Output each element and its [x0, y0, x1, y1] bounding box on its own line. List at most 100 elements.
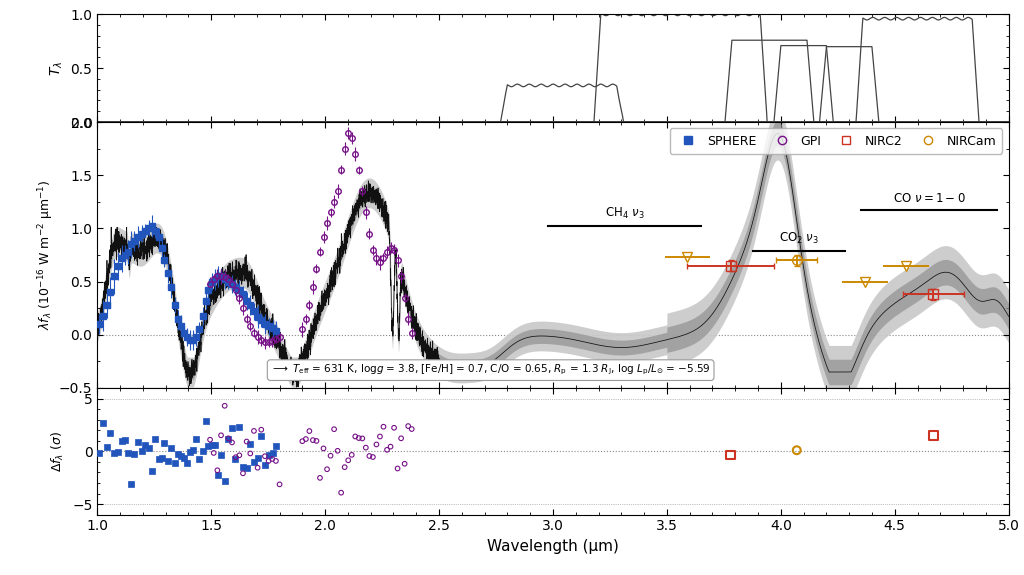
Point — [267, 457, 284, 466]
Point — [213, 431, 229, 440]
Point — [239, 463, 255, 472]
Point — [264, 454, 281, 463]
Point — [202, 435, 218, 444]
Point — [243, 439, 259, 448]
Point — [365, 453, 381, 462]
Point — [372, 432, 388, 441]
Point — [154, 454, 170, 463]
Point — [207, 441, 223, 450]
Point — [184, 445, 201, 454]
Point — [206, 448, 222, 458]
Point — [271, 480, 288, 489]
Point — [160, 457, 176, 466]
Point — [209, 466, 225, 475]
Point — [246, 426, 262, 435]
Point — [268, 442, 285, 451]
Point — [195, 446, 211, 455]
Point — [173, 452, 189, 461]
Point — [375, 422, 391, 431]
Point — [308, 436, 325, 446]
Point — [239, 437, 255, 446]
Point — [257, 460, 273, 469]
Point — [137, 440, 154, 450]
Point — [389, 464, 406, 473]
Point — [220, 435, 237, 444]
Point — [386, 423, 402, 432]
Point — [369, 440, 385, 449]
Point — [143, 466, 160, 476]
Point — [350, 434, 367, 443]
Point — [326, 424, 342, 434]
Point — [379, 445, 395, 454]
Point — [176, 453, 193, 462]
X-axis label: Wavelength (μm): Wavelength (μm) — [487, 539, 618, 554]
Point — [130, 438, 146, 447]
Point — [247, 458, 263, 467]
Point — [230, 423, 247, 432]
Point — [926, 431, 942, 440]
Point — [95, 419, 112, 428]
Text: CH$_4$ $\nu_3$: CH$_4$ $\nu_3$ — [605, 206, 644, 221]
Y-axis label: $T_\lambda$: $T_\lambda$ — [48, 60, 65, 76]
Point — [204, 440, 220, 449]
Point — [361, 451, 378, 461]
Point — [140, 443, 157, 452]
Point — [257, 451, 273, 461]
Point — [220, 434, 237, 443]
Point — [333, 488, 349, 497]
Point — [117, 435, 133, 444]
Point — [126, 449, 142, 458]
Point — [264, 448, 281, 458]
Point — [210, 470, 226, 480]
Point — [330, 446, 346, 455]
Legend: SPHERE, GPI, NIRC2, NIRCam: SPHERE, GPI, NIRC2, NIRCam — [670, 128, 1002, 154]
Point — [298, 435, 314, 444]
Point — [151, 455, 167, 464]
Text: $\longrightarrow$ $T_{\rm eff}$ = 631 K, log$g$ = 3.8, [Fe/H] = 0.7, C/O = 0.65,: $\longrightarrow$ $T_{\rm eff}$ = 631 K,… — [270, 363, 711, 377]
Point — [242, 449, 258, 458]
Y-axis label: $\Delta f_\lambda$ ($\sigma$): $\Delta f_\lambda$ ($\sigma$) — [50, 431, 67, 472]
Point — [343, 450, 359, 459]
Point — [253, 425, 269, 434]
Point — [216, 401, 232, 411]
Point — [234, 469, 251, 478]
Point — [311, 473, 328, 482]
Point — [134, 446, 151, 455]
Point — [167, 458, 183, 467]
Point — [163, 443, 179, 453]
Point — [182, 447, 199, 457]
Point — [788, 446, 805, 455]
Point — [170, 449, 186, 458]
Point — [393, 434, 410, 443]
Point — [337, 462, 353, 471]
Point — [318, 465, 335, 474]
Text: CO$_2$ $\nu_3$: CO$_2$ $\nu_3$ — [779, 231, 819, 247]
Point — [231, 451, 248, 460]
Point — [157, 439, 173, 448]
Point — [223, 423, 240, 432]
Point — [723, 450, 739, 459]
Point — [305, 435, 322, 444]
Point — [357, 443, 374, 452]
Point — [201, 442, 217, 451]
Point — [301, 427, 317, 436]
Point — [234, 462, 251, 471]
Point — [110, 448, 126, 457]
Point — [106, 449, 123, 458]
Point — [250, 454, 266, 463]
Point — [400, 421, 417, 431]
Point — [91, 448, 108, 458]
Point — [323, 451, 339, 461]
Point — [188, 434, 205, 443]
Point — [227, 453, 244, 462]
Point — [261, 451, 278, 460]
Point — [403, 424, 420, 434]
Point — [224, 438, 241, 447]
Point — [114, 436, 130, 446]
Point — [315, 444, 332, 453]
Point — [382, 442, 398, 451]
Point — [340, 455, 356, 465]
Point — [260, 457, 276, 466]
Point — [347, 432, 364, 441]
Point — [253, 432, 269, 441]
